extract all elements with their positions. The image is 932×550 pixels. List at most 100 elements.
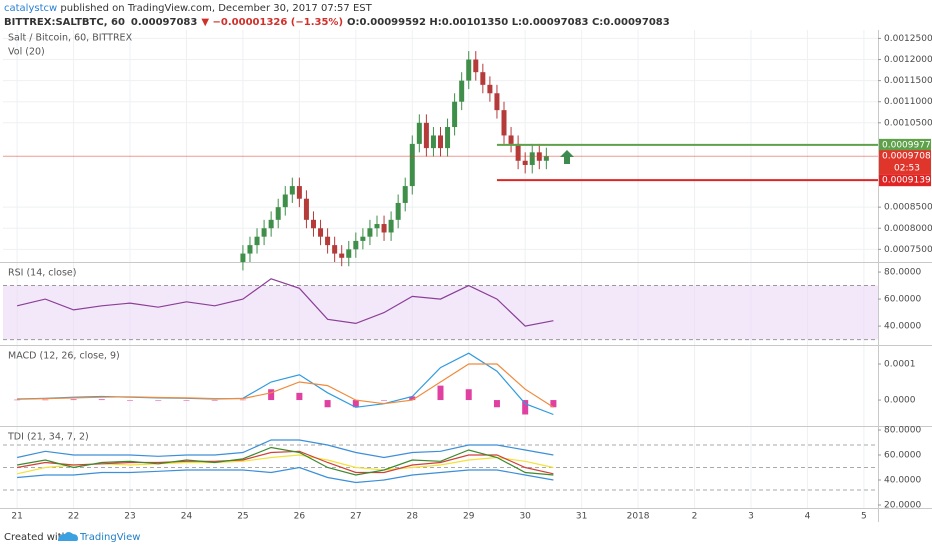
- histogram-bar: [42, 399, 49, 401]
- rsi-band: [3, 285, 878, 340]
- author[interactable]: catalystcw: [4, 3, 57, 14]
- y-tick-label: 60.0000: [884, 295, 921, 305]
- change: ▼ −0.00001326 (−1.35%): [201, 17, 343, 28]
- candle-body: [318, 228, 324, 237]
- candle-body: [416, 122, 422, 144]
- candle-body: [367, 228, 373, 237]
- x-tick-label: 31: [576, 512, 587, 522]
- candle-body: [494, 93, 500, 111]
- header-line-1: catalystcw published on TradingView.com,…: [4, 3, 373, 14]
- level-label: 0.00091396: [882, 176, 932, 186]
- candle-body: [501, 110, 507, 136]
- indicator-line: [16, 278, 554, 327]
- candle-body: [254, 236, 260, 246]
- histogram-bar: [155, 400, 162, 401]
- histogram-bar: [381, 400, 388, 401]
- level-label: 0.00099771: [882, 140, 932, 150]
- y-tick-label: 40.0000: [884, 322, 921, 332]
- histogram-bar: [437, 385, 444, 401]
- indicator-line: [16, 439, 554, 459]
- candle-body: [325, 236, 331, 246]
- x-tick-label: 30: [519, 512, 531, 522]
- x-tick-label: 2: [692, 512, 698, 522]
- candle-body: [275, 207, 281, 220]
- up-arrow: [560, 150, 574, 164]
- histogram-bar: [183, 400, 190, 401]
- x-tick-label: 26: [294, 512, 306, 522]
- y-tick-label: 0.0000: [884, 396, 916, 406]
- candle-body: [388, 219, 394, 233]
- candle-body: [395, 202, 401, 220]
- candle-body: [445, 127, 451, 149]
- x-tick-label: 23: [124, 512, 135, 522]
- histogram-bar: [522, 400, 529, 415]
- y-tick-label: 20.0000: [884, 501, 921, 511]
- candle-body: [466, 59, 472, 81]
- histogram-bar: [493, 400, 500, 408]
- candle-body: [452, 101, 458, 128]
- x-tick-label: 2018: [627, 512, 650, 522]
- rsi-title: RSI (14, close): [8, 268, 76, 279]
- x-tick-label: 27: [350, 512, 361, 522]
- candle-body: [430, 135, 436, 149]
- histogram-bar: [324, 400, 331, 408]
- candle-body: [360, 236, 366, 241]
- candle-body: [339, 253, 345, 258]
- candle-body: [487, 84, 493, 94]
- indicator-line: [17, 363, 554, 408]
- candle-body: [522, 160, 528, 165]
- histogram-bar: [211, 400, 218, 401]
- x-tick-label: 22: [68, 512, 79, 522]
- candle-body: [303, 198, 309, 220]
- y-tick-label: 60.0000: [884, 451, 921, 461]
- indicator-line: [17, 466, 554, 484]
- x-tick-label: 3: [748, 512, 754, 522]
- candle-body: [438, 135, 443, 149]
- y-tick-label: 0.0001: [884, 360, 916, 370]
- histogram-bar: [465, 389, 472, 401]
- candle-body: [515, 143, 521, 161]
- countdown: 02:53: [894, 164, 920, 174]
- histogram-bar: [14, 399, 21, 401]
- last-price-label: 0.00097083: [882, 152, 932, 162]
- candle-body: [332, 245, 338, 254]
- candle-body: [261, 228, 267, 237]
- y-tick-label: 80.0000: [884, 268, 921, 278]
- candle-body: [247, 245, 253, 254]
- footer-brand[interactable]: TradingView: [79, 532, 140, 543]
- y-tick-label: 80.0000: [884, 426, 921, 436]
- candle-body: [529, 152, 535, 165]
- x-tick-label: 5: [861, 512, 867, 522]
- candle-body: [480, 72, 486, 85]
- tdi-title: TDI (21, 34, 7, 2): [7, 432, 89, 443]
- candle-body: [543, 156, 549, 161]
- main-title: Salt / Bitcoin, 60, BITTREX: [8, 33, 133, 44]
- candle-body: [296, 186, 302, 199]
- macd-title: MACD (12, 26, close, 9): [8, 351, 120, 362]
- candle-body: [409, 143, 415, 187]
- candle-body: [346, 249, 352, 258]
- candle-body: [423, 122, 429, 149]
- histogram-bar: [352, 400, 359, 408]
- price: 0.00097083: [131, 17, 197, 28]
- indicator-line: [16, 446, 554, 476]
- last-price-tag: [879, 150, 931, 175]
- histogram-bar: [98, 399, 105, 401]
- logo: [58, 532, 78, 541]
- indicator-line: [16, 450, 554, 475]
- header-line-2: BITTREX:SALTBTC, 60 0.00097083 ▼ −0.000013…: [4, 17, 670, 28]
- histogram-bar: [296, 392, 303, 401]
- candle-body: [310, 219, 316, 229]
- x-tick-label: 21: [11, 512, 22, 522]
- candle-body: [381, 224, 387, 233]
- histogram-bar: [550, 400, 557, 408]
- histogram-bar: [268, 389, 275, 401]
- candle-body: [240, 253, 246, 262]
- candle-body: [508, 135, 514, 144]
